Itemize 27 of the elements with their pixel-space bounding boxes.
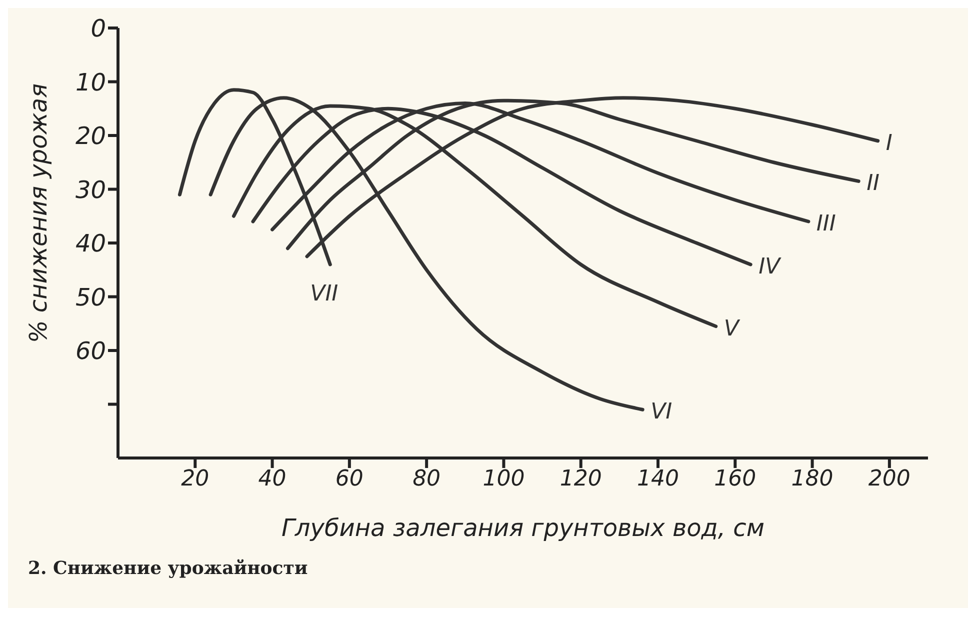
x-axis-title: Глубина залегания грунтовых вод, см [282, 514, 764, 542]
x-tick-label: 120 [560, 466, 602, 492]
y-tick-label: 30 [75, 176, 106, 204]
y-tick-label: 60 [75, 337, 106, 366]
y-tick-label: 10 [75, 68, 106, 96]
x-tick-label: 60 [335, 466, 364, 492]
x-tick-label: 200 [868, 466, 910, 492]
y-tick-label: 20 [75, 122, 106, 150]
x-tick-label: 20 [181, 466, 210, 492]
x-tick-label: 80 [412, 466, 441, 492]
series-label: III [816, 212, 836, 236]
x-tick-label: 140 [637, 466, 679, 492]
y-axis-title: % снижения урожая [24, 83, 53, 343]
series-label: II [866, 171, 880, 196]
text: 2. Снижение урожайности [28, 558, 308, 579]
x-tick-label: 160 [714, 466, 756, 492]
y-tick-label: 40 [75, 230, 106, 258]
series-label: IV [758, 254, 782, 280]
series-label: I [886, 130, 892, 156]
series-label: VI [650, 400, 672, 425]
x-tick-label: 40 [258, 466, 286, 492]
x-tick-label: 100 [482, 466, 525, 492]
y-tick-label: 0 [90, 14, 106, 43]
series-label: VII [310, 282, 338, 306]
x-tick-label: 180 [791, 466, 834, 492]
y-tick-label: 50 [75, 283, 106, 312]
series-label: V [724, 316, 741, 342]
